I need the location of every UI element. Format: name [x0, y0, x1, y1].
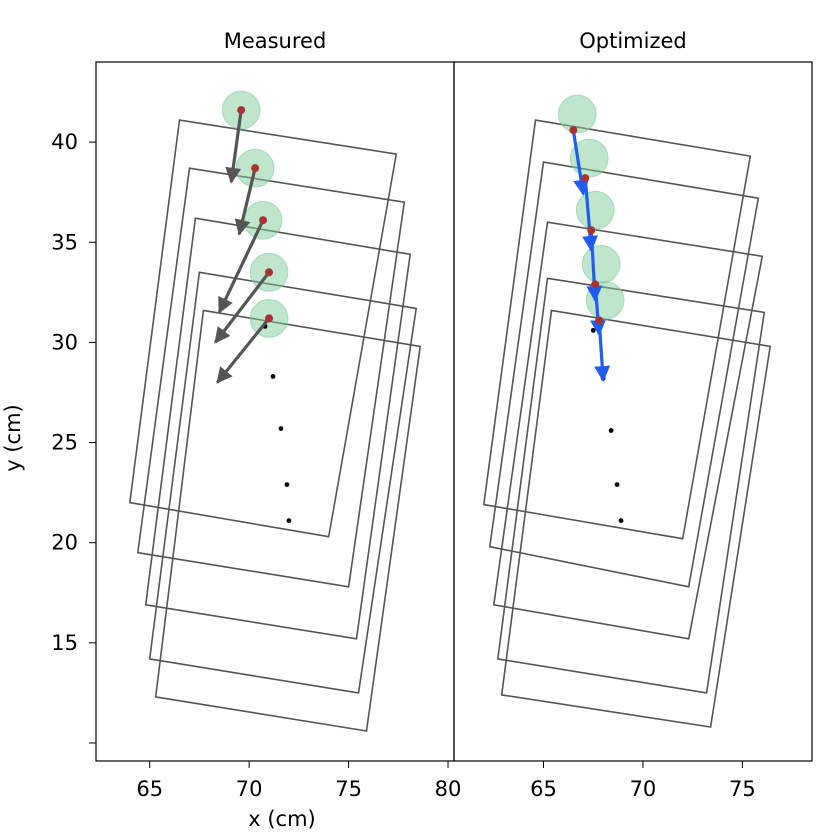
measured-contact-marker-1	[237, 106, 246, 115]
measured-x-tick-label: 65	[136, 777, 163, 801]
optimized-contact-circle-1	[557, 94, 597, 134]
optimized-push-arrow-5	[594, 320, 611, 383]
panel-measured: Measured 65 70 75 80 15 20 25 30 35 40	[51, 29, 461, 801]
measured-object-outline-4	[148, 271, 418, 694]
measured-contact-marker-5	[265, 314, 274, 323]
optimized-contact-circle-3	[575, 190, 615, 230]
measured-target-point-2	[270, 374, 276, 379]
measured-y-tick-label: 35	[51, 230, 78, 254]
measured-y-tick-label: 30	[51, 330, 78, 354]
optimized-push-arrow-1	[571, 129, 589, 196]
optimized-object-outline-2	[488, 161, 760, 588]
measured-x-tick-label: 75	[335, 777, 362, 801]
optimized-contact-circle-5	[585, 280, 625, 320]
optimized-x-tick-label: 65	[530, 777, 557, 801]
measured-x-tick-label: 80	[435, 777, 462, 801]
measured-push-arrow-2	[234, 167, 257, 236]
measured-object-outline-1	[128, 119, 398, 538]
panel-title-optimized: Optimized	[579, 29, 687, 53]
measured-target-point-5	[286, 518, 292, 524]
optimized-target-point-3	[608, 428, 614, 433]
measured-y-tick-label: 15	[51, 631, 78, 655]
optimized-contact-circle-4	[581, 244, 621, 284]
optimized-object-outline-1	[482, 119, 752, 540]
panel-optimized: Optimized 65 70 75	[453, 29, 813, 801]
y-axis-label: y (cm)	[1, 404, 25, 472]
optimized-contact-marker-1	[569, 126, 578, 135]
optimized-target-point-4	[614, 482, 620, 488]
measured-y-tick-label: 40	[51, 130, 78, 154]
measured-y-tick-label: 25	[51, 431, 78, 455]
measured-object-outline-5	[154, 309, 422, 732]
optimized-contact-marker-4	[591, 280, 600, 289]
measured-push-arrow-5	[216, 317, 271, 384]
measured-y-tick-label: 20	[51, 531, 78, 555]
measured-contact-marker-4	[265, 268, 274, 277]
measured-contact-marker-2	[251, 164, 260, 173]
optimized-contact-marker-2	[581, 174, 590, 183]
measured-push-arrow-4	[214, 271, 271, 344]
optimized-object-outline-5	[500, 309, 772, 728]
measured-contact-marker-3	[259, 216, 268, 225]
optimized-contact-marker-5	[595, 316, 604, 325]
panel-title-measured: Measured	[224, 29, 327, 53]
measured-target-point-3	[278, 426, 284, 431]
measured-object-outline-2	[136, 167, 406, 588]
measured-push-arrow-1	[225, 109, 243, 184]
plot-frame-optimized	[453, 61, 813, 762]
measured-x-tick-label: 70	[236, 777, 263, 801]
optimized-object-outline-3	[492, 221, 764, 640]
optimized-contact-marker-3	[587, 226, 596, 235]
x-axis-label: x (cm)	[248, 807, 316, 831]
optimized-object-outline-4	[496, 277, 766, 694]
optimized-x-tick-label: 75	[729, 777, 756, 801]
measured-target-point-4	[284, 482, 290, 488]
optimized-target-point-5	[618, 518, 624, 524]
optimized-x-tick-label: 70	[630, 777, 657, 801]
optimized-target-point-1	[590, 327, 596, 333]
measured-push-arrow-3	[217, 219, 265, 314]
measured-object-outline-3	[144, 217, 412, 640]
